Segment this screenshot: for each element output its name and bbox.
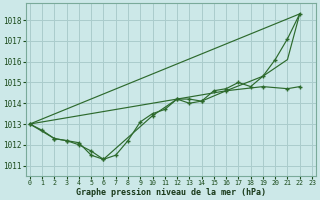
X-axis label: Graphe pression niveau de la mer (hPa): Graphe pression niveau de la mer (hPa) bbox=[76, 188, 266, 197]
